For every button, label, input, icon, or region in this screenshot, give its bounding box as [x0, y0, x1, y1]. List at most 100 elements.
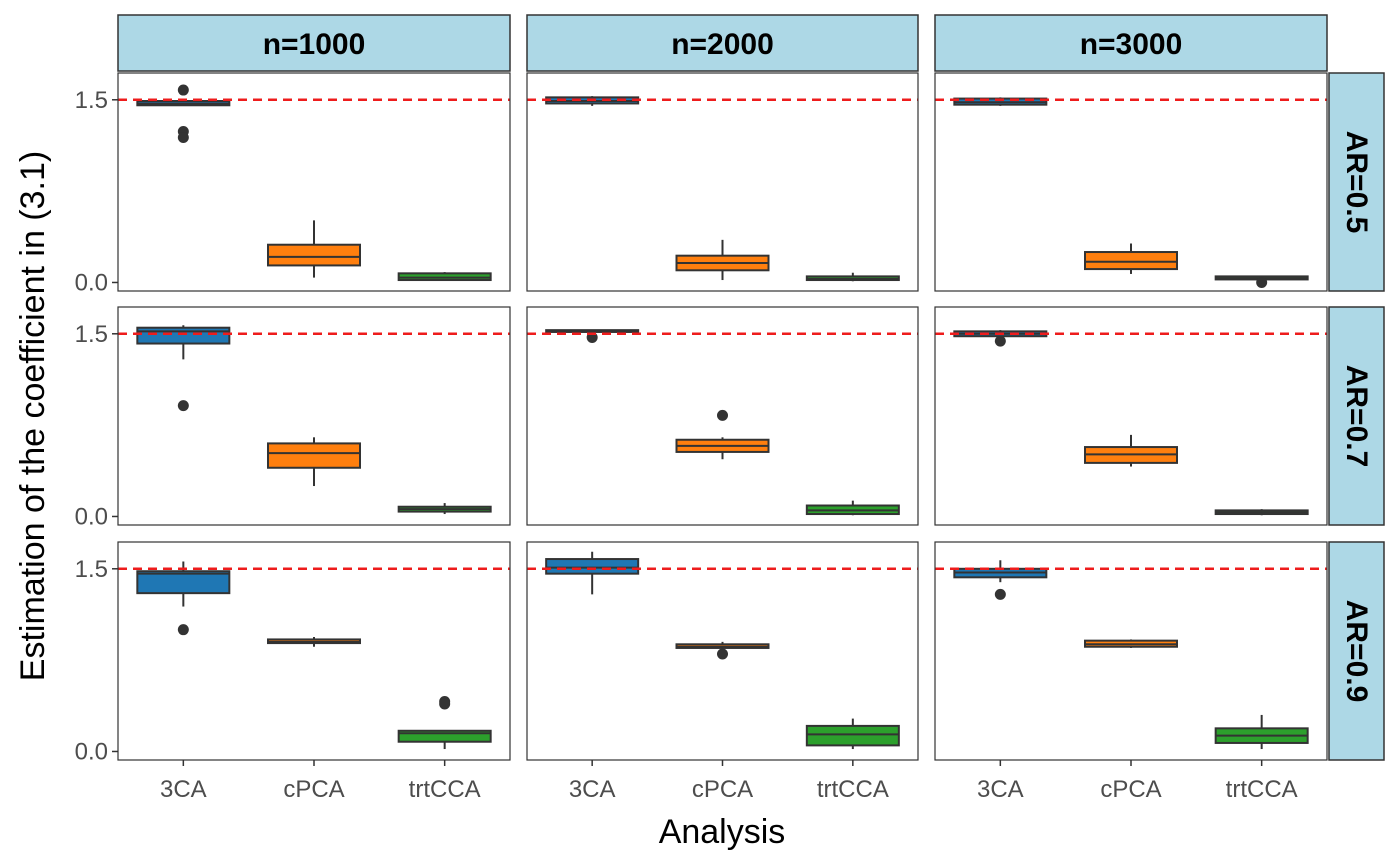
x-tick-label: 3CA — [977, 776, 1024, 803]
y-tick-label: 1.5 — [75, 321, 108, 348]
row-strip-bg — [1328, 72, 1385, 292]
row-strip-label: AR=0.5 — [1340, 131, 1373, 234]
panel-border — [934, 72, 1328, 292]
panel-2-1 — [117, 306, 511, 526]
box-iqr — [1084, 251, 1178, 271]
column-strip-label: n=3000 — [1080, 28, 1183, 61]
panel-border — [526, 306, 919, 526]
x-tick-label: cPCA — [692, 776, 753, 803]
box-iqr — [136, 570, 231, 595]
x-axis-col-3: 3CA cPCA trtCCA — [977, 760, 1298, 803]
box-iqr — [267, 442, 361, 469]
box-cPCA — [1084, 243, 1178, 274]
box-3CA — [545, 551, 640, 595]
x-tick-label: cPCA — [283, 776, 344, 803]
box-iqr — [545, 558, 640, 575]
outlier-point — [439, 698, 451, 710]
box-3CA — [136, 325, 231, 412]
row-strip-label: AR=0.9 — [1340, 600, 1373, 703]
box-trtCCA — [1214, 275, 1309, 288]
panel-1-3 — [934, 72, 1328, 292]
box-trtCCA — [397, 503, 492, 515]
outlier-point — [717, 648, 728, 660]
y-axis-row-1: 0.0 1.5 — [75, 87, 118, 296]
outlier-point — [177, 84, 189, 96]
x-axis-col-1: 3CA cPCA trtCCA — [160, 760, 481, 803]
box-cPCA — [675, 239, 770, 281]
box-cPCA — [1084, 434, 1178, 467]
x-tick-label: 3CA — [160, 776, 207, 803]
y-axis-title: Estimation of the coefficient in (3.1) — [14, 151, 52, 681]
x-axes: 3CA cPCA trtCCA 3CA cPCA trtCCA 3CA cPCA trtCCA — [160, 760, 1298, 803]
box-trtCCA — [1214, 714, 1309, 750]
panel-1-1 — [117, 72, 511, 292]
box-cPCA — [675, 641, 770, 660]
y-tick-label: 0.0 — [75, 738, 108, 765]
box-trtCCA — [397, 272, 492, 282]
row-strips: AR=0.5 AR=0.7 AR=0.9 — [1328, 72, 1385, 761]
y-axes: 0.0 1.5 0.0 1.5 0.0 1.5 — [75, 87, 118, 765]
panel-1-2 — [526, 72, 919, 292]
panel-border — [117, 72, 511, 292]
outlier-point — [177, 400, 189, 412]
column-strip-label: n=1000 — [263, 28, 366, 61]
row-strip-bg — [1328, 541, 1385, 761]
row-strip-1: AR=0.5 — [1328, 72, 1385, 292]
column-strip-bg — [934, 14, 1328, 72]
column-strip-3: n=3000 — [934, 14, 1328, 72]
column-strip-label: n=2000 — [671, 28, 774, 61]
column-strip-1: n=1000 — [117, 14, 511, 72]
x-axis-title: Analysis — [659, 813, 786, 851]
panel-border — [934, 306, 1328, 526]
x-axis-col-2: 3CA cPCA trtCCA — [569, 760, 889, 803]
row-strip-bg — [1328, 306, 1385, 526]
y-tick-label: 1.5 — [75, 556, 108, 583]
box-trtCCA — [805, 718, 900, 750]
box-trtCCA — [397, 696, 492, 750]
column-strips: n=1000 n=2000 n=3000 — [117, 14, 1328, 72]
x-tick-label: 3CA — [569, 776, 616, 803]
x-tick-label: trtCCA — [1226, 776, 1298, 803]
box-cPCA — [267, 636, 361, 647]
panel-3-2 — [526, 541, 919, 761]
row-strip-3: AR=0.9 — [1328, 541, 1385, 761]
y-axis-row-2: 0.0 1.5 — [75, 321, 118, 530]
box-cPCA — [267, 437, 361, 487]
y-axis-row-3: 0.0 1.5 — [75, 556, 118, 765]
y-tick-label: 0.0 — [75, 269, 108, 296]
panel-3-3 — [934, 541, 1328, 761]
panel-2-3 — [934, 306, 1328, 526]
x-tick-label: trtCCA — [817, 776, 889, 803]
row-strip-2: AR=0.7 — [1328, 306, 1385, 526]
x-tick-label: cPCA — [1100, 776, 1161, 803]
panel-3-1 — [117, 541, 511, 761]
x-tick-label: trtCCA — [409, 776, 481, 803]
panels — [117, 72, 1328, 761]
box-iqr — [805, 724, 900, 747]
column-strip-bg — [117, 14, 511, 72]
box-iqr — [267, 243, 361, 267]
box-trtCCA — [1214, 509, 1309, 516]
panel-2-2 — [526, 306, 919, 526]
panel-bg — [935, 307, 1327, 525]
box-cPCA — [1084, 639, 1178, 648]
box-iqr — [397, 729, 492, 743]
column-strip-bg — [526, 14, 919, 72]
box-trtCCA — [805, 500, 900, 516]
outlier-point — [994, 335, 1006, 347]
row-strip-label: AR=0.7 — [1340, 365, 1373, 468]
box-cPCA — [267, 220, 361, 278]
box-iqr — [136, 326, 231, 345]
outlier-point — [994, 588, 1006, 600]
outlier-point — [177, 132, 189, 144]
y-tick-label: 0.0 — [75, 503, 108, 530]
outlier-point — [717, 409, 728, 421]
box-trtCCA — [805, 272, 900, 282]
box-cPCA — [675, 409, 770, 460]
panel-border — [117, 306, 511, 526]
box-3CA — [136, 561, 231, 636]
outlier-point — [1256, 276, 1268, 288]
outlier-point — [177, 624, 189, 636]
panel-border — [526, 72, 919, 292]
